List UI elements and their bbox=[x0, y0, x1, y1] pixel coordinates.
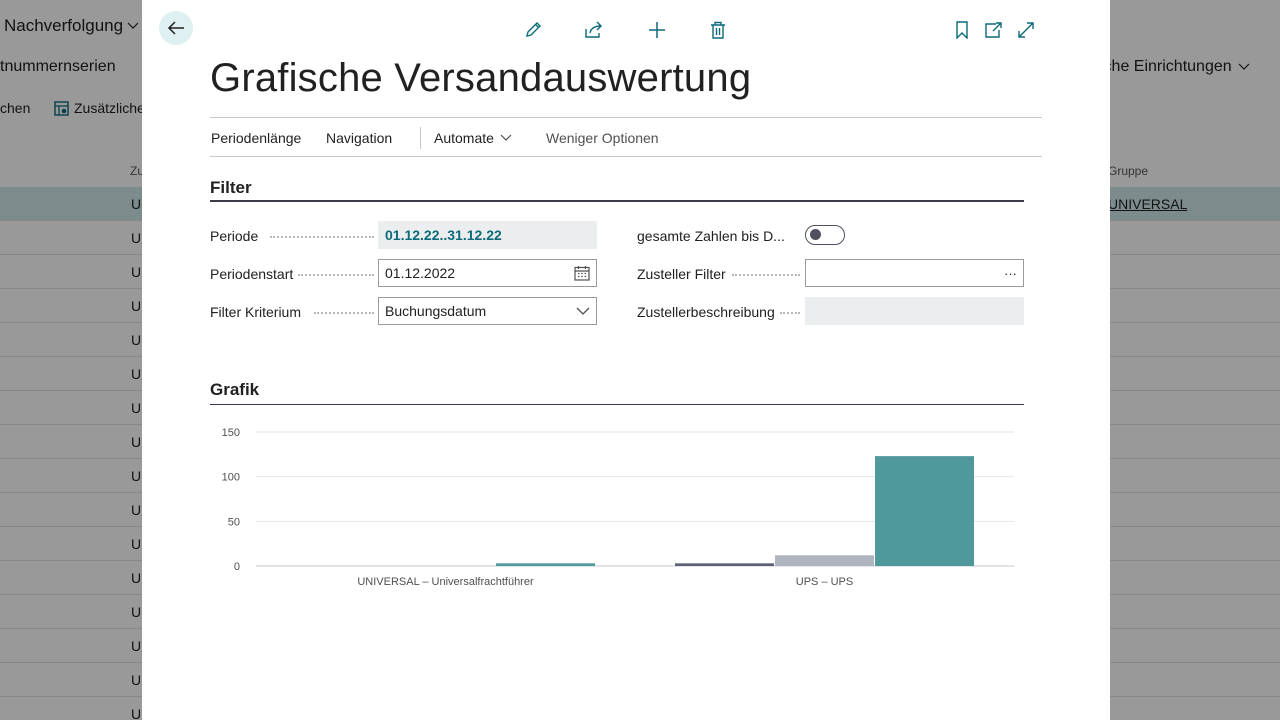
bg-row-cell: U bbox=[131, 332, 142, 348]
expand-button[interactable] bbox=[1014, 18, 1038, 42]
chart-bar bbox=[775, 555, 874, 566]
filter-kriterium-label: Filter Kriterium bbox=[210, 304, 302, 320]
bg-row-cell: U bbox=[131, 706, 142, 720]
zusteller-filter-label: Zusteller Filter bbox=[637, 266, 726, 282]
periode-value: 01.12.22..31.12.22 bbox=[385, 227, 502, 243]
bg-action-zusaetzliche-label: Zusätzliche bbox=[74, 100, 145, 116]
periode-dots bbox=[270, 236, 374, 238]
bg-menu-nachverfolgung[interactable]: Nachverfolgung bbox=[4, 16, 139, 36]
periode-label: Periode bbox=[210, 228, 259, 244]
chart-y-tick-label: 100 bbox=[222, 472, 240, 484]
chart-y-tick-label: 150 bbox=[222, 427, 240, 439]
bg-row-cell: U bbox=[131, 230, 142, 246]
action-separator bbox=[420, 127, 421, 149]
assist-edit-button[interactable]: ··· bbox=[1004, 265, 1017, 281]
chevron-down-icon bbox=[127, 22, 139, 29]
gesamte-zahlen-toggle[interactable] bbox=[805, 225, 845, 245]
periodenstart-dots bbox=[298, 274, 374, 276]
open-new-window-icon bbox=[985, 22, 1002, 38]
bg-row-cell: U bbox=[131, 672, 142, 688]
bg-row-cell: U bbox=[131, 468, 142, 484]
filter-kriterium-dots bbox=[314, 312, 374, 314]
chart-bar bbox=[675, 563, 774, 566]
bg-menu-einrichtungen-label: iche Einrichtungen bbox=[1100, 58, 1232, 75]
bg-row-cell: U bbox=[131, 400, 142, 416]
edit-icon bbox=[526, 22, 541, 37]
bg-row-cell: U bbox=[131, 570, 142, 586]
bg-action-zusaetzliche[interactable]: Zusätzliche bbox=[54, 100, 145, 116]
bg-row-cell: U bbox=[131, 196, 142, 212]
dialog-panel: Grafische Versandauswertung Periodenläng… bbox=[142, 0, 1110, 720]
bg-row-cell: U bbox=[131, 604, 142, 620]
chart-y-tick-label: 0 bbox=[234, 561, 240, 573]
bg-row-cell: U bbox=[131, 502, 142, 518]
periodenstart-value: 01.12.2022 bbox=[385, 265, 456, 281]
bg-column-header-zu[interactable]: Zu bbox=[130, 164, 145, 178]
chart-x-tick-label: UNIVERSAL – Universalfrachtführer bbox=[357, 576, 534, 588]
zustellerbeschreibung-dots bbox=[780, 312, 800, 314]
page-title: Grafische Versandauswertung bbox=[210, 56, 752, 100]
edit-button[interactable] bbox=[521, 18, 545, 42]
action-automate[interactable]: Automate bbox=[434, 130, 512, 146]
action-navigation[interactable]: Navigation bbox=[326, 130, 393, 146]
bg-table-row[interactable]: U bbox=[0, 697, 1280, 720]
zusteller-filter-dots bbox=[732, 274, 800, 276]
share-button[interactable] bbox=[582, 18, 606, 42]
bookmark-button[interactable] bbox=[950, 18, 974, 42]
gesamte-zahlen-label: gesamte Zahlen bis D... bbox=[637, 228, 785, 244]
action-automate-label: Automate bbox=[434, 130, 494, 146]
bg-row-group-cell: UNIVERSAL bbox=[1108, 196, 1188, 212]
calendar-icon[interactable] bbox=[574, 265, 590, 281]
periodenstart-field[interactable]: 01.12.2022 bbox=[378, 259, 597, 287]
settings-grid-icon bbox=[54, 100, 69, 116]
bg-column-header-gruppe[interactable]: Gruppe bbox=[1108, 164, 1149, 178]
add-button[interactable] bbox=[645, 18, 669, 42]
chart-y-tick-label: 50 bbox=[228, 516, 240, 528]
bg-row-cell: U bbox=[131, 366, 142, 382]
chart-bar bbox=[875, 456, 974, 566]
bg-menu-nachverfolgung-label: Nachverfolgung bbox=[4, 16, 124, 35]
chevron-down-icon bbox=[1238, 63, 1250, 70]
open-new-window-button[interactable] bbox=[981, 18, 1005, 42]
bookmark-icon bbox=[956, 21, 968, 39]
arrow-left-icon bbox=[167, 21, 184, 35]
back-button[interactable] bbox=[159, 11, 193, 45]
zusteller-filter-field[interactable]: ··· bbox=[805, 259, 1024, 287]
grafik-section-divider bbox=[210, 404, 1024, 405]
add-icon bbox=[649, 22, 665, 38]
toggle-knob bbox=[810, 229, 821, 240]
filter-section-divider bbox=[210, 200, 1024, 202]
share-icon bbox=[585, 21, 602, 38]
zustellerbeschreibung-field bbox=[805, 297, 1024, 325]
filter-kriterium-value: Buchungsdatum bbox=[385, 303, 487, 319]
action-periodenlaenge[interactable]: Periodenlänge bbox=[211, 130, 302, 146]
bg-row-cell: U bbox=[131, 298, 142, 314]
bg-row-cell: U bbox=[131, 264, 142, 280]
delete-button[interactable] bbox=[706, 18, 730, 42]
zustellerbeschreibung-label: Zustellerbeschreibung bbox=[637, 304, 775, 320]
filter-kriterium-select[interactable]: Buchungsdatum bbox=[378, 297, 597, 325]
chevron-down-icon bbox=[576, 307, 590, 315]
chart-bar bbox=[496, 563, 595, 566]
bg-action-chen[interactable]: chen bbox=[0, 100, 31, 116]
chart-x-tick-label: UPS – UPS bbox=[796, 576, 853, 588]
chevron-down-icon bbox=[500, 134, 512, 141]
bg-menu-einrichtungen[interactable]: iche Einrichtungen bbox=[1100, 58, 1250, 76]
grafik-section-title[interactable]: Grafik bbox=[210, 380, 260, 399]
shipment-chart: 0 50 100 150 UNIVERSAL – Universalfrachtführ… bbox=[222, 427, 1014, 588]
bg-row-cell: U bbox=[131, 536, 142, 552]
bg-row-cell: U bbox=[131, 638, 142, 654]
filter-section-title[interactable]: Filter bbox=[210, 178, 252, 197]
action-bar: Periodenlänge Navigation Automate Wenige… bbox=[210, 117, 1042, 157]
delete-icon bbox=[711, 21, 725, 39]
expand-icon bbox=[1018, 22, 1034, 38]
bg-row-cell: U bbox=[131, 434, 142, 450]
bg-menu-seriennummern[interactable]: tnummernserien bbox=[0, 58, 116, 75]
action-weniger-optionen[interactable]: Weniger Optionen bbox=[546, 130, 659, 146]
periodenstart-label: Periodenstart bbox=[210, 266, 294, 282]
periode-field[interactable]: 01.12.22..31.12.22 bbox=[378, 221, 597, 249]
